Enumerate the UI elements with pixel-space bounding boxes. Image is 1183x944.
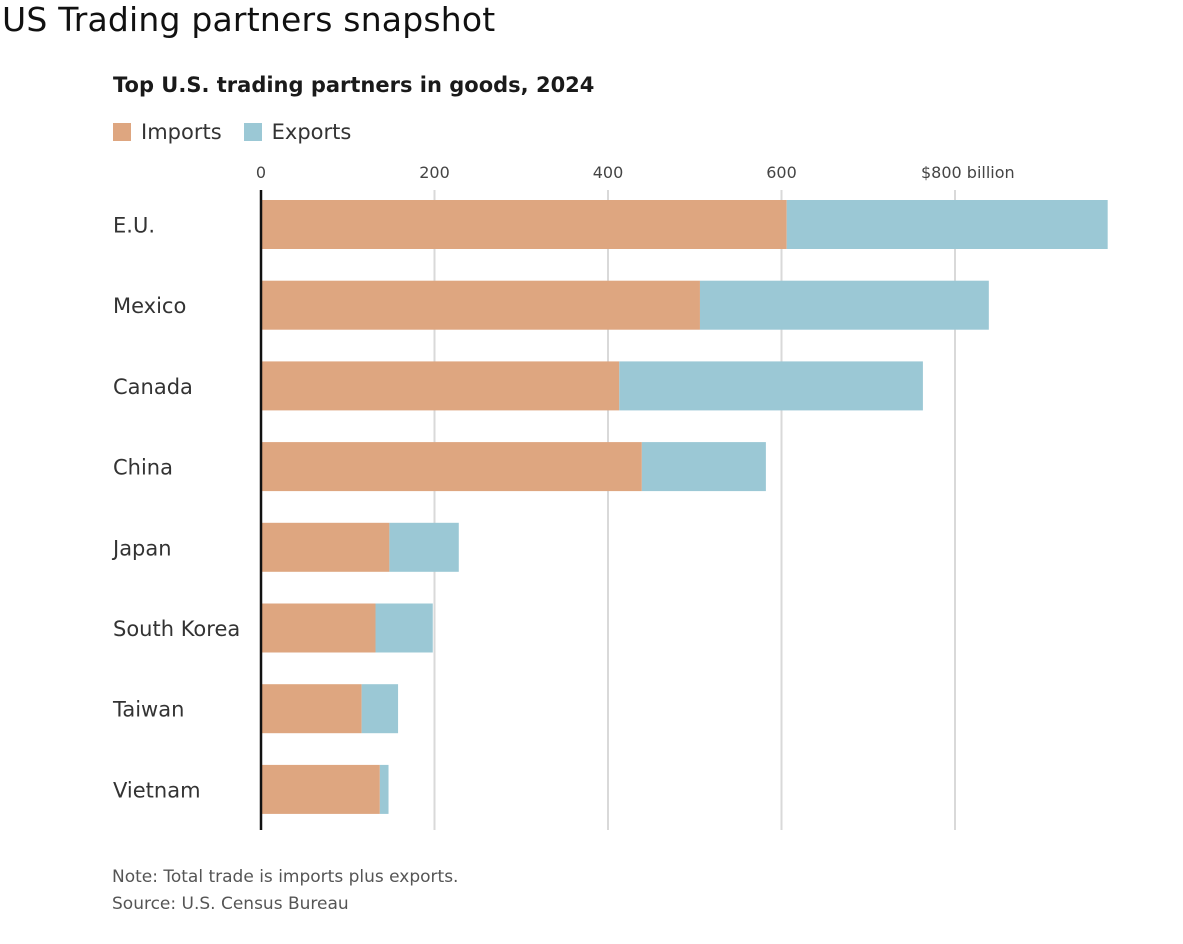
chart-legend: Imports Exports bbox=[113, 118, 373, 146]
category-label-taiwan: Taiwan bbox=[112, 698, 184, 722]
x-tick-label-600: 600 bbox=[766, 163, 797, 182]
bar-imports-china bbox=[261, 442, 642, 492]
category-label-china: China bbox=[113, 456, 173, 480]
chart-title: Top U.S. trading partners in goods, 2024 bbox=[113, 73, 595, 97]
bar-exports-vietnam bbox=[379, 764, 389, 814]
note-text: Note: Total trade is imports plus export… bbox=[112, 867, 459, 887]
source-text: Source: U.S. Census Bureau bbox=[112, 894, 349, 914]
x-tick-label-400: 400 bbox=[593, 163, 624, 182]
category-label-vietnam: Vietnam bbox=[113, 778, 201, 802]
chart-notes: Note: Total trade is imports plus export… bbox=[112, 864, 458, 918]
x-tick-label-0: 0 bbox=[256, 163, 266, 182]
legend-swatch-imports bbox=[113, 123, 131, 141]
bar-exports-canada bbox=[619, 361, 923, 411]
legend-swatch-exports bbox=[243, 123, 262, 141]
legend-label-imports: Imports bbox=[141, 120, 222, 144]
category-label-e-u: E.U. bbox=[113, 214, 155, 238]
bar-exports-china bbox=[641, 442, 766, 492]
category-label-japan: Japan bbox=[111, 536, 172, 560]
bar-imports-vietnam bbox=[261, 764, 380, 814]
category-label-mexico: Mexico bbox=[113, 294, 186, 318]
bar-imports-e-u bbox=[261, 200, 787, 249]
legend-item-imports: Imports bbox=[113, 120, 222, 144]
bar-imports-south-korea bbox=[261, 603, 376, 653]
bar-imports-canada bbox=[261, 361, 620, 411]
category-label-south-korea: South Korea bbox=[113, 617, 240, 641]
legend-label-exports: Exports bbox=[271, 120, 352, 144]
bar-exports-japan bbox=[389, 522, 459, 572]
x-tick-label-800: $800 billion bbox=[921, 163, 1015, 182]
legend-item-exports: Exports bbox=[243, 120, 352, 144]
bar-imports-taiwan bbox=[261, 684, 362, 734]
x-tick-label-200: 200 bbox=[419, 163, 450, 182]
bar-imports-mexico bbox=[261, 280, 700, 330]
bar-exports-mexico bbox=[699, 280, 989, 330]
bar-imports-japan bbox=[261, 522, 390, 572]
page-heading: US Trading partners snapshot bbox=[2, 0, 496, 39]
bar-exports-south-korea bbox=[375, 603, 433, 653]
category-label-canada: Canada bbox=[113, 375, 193, 399]
bar-exports-taiwan bbox=[361, 684, 399, 734]
bar-exports-e-u bbox=[786, 200, 1108, 249]
